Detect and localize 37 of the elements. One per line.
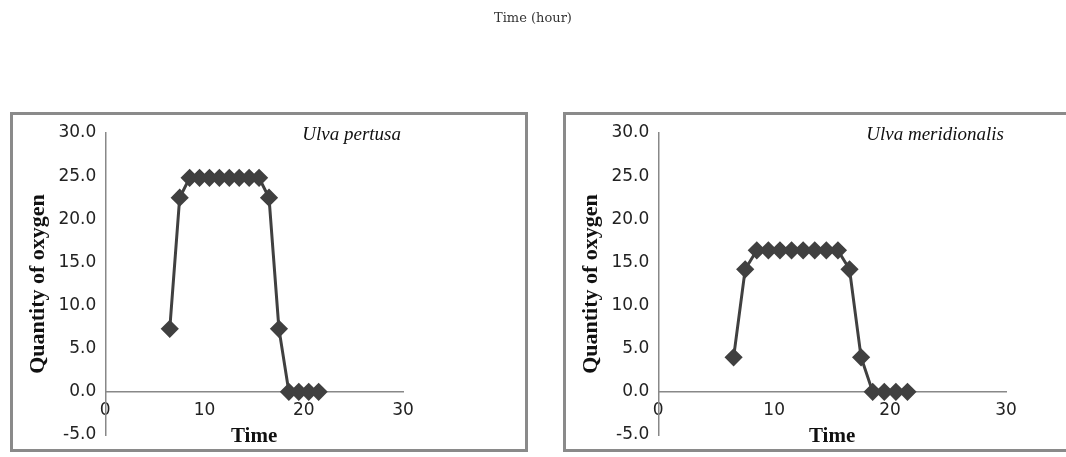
chart-title: Ulva meridionalis [866, 122, 1004, 144]
point [725, 348, 743, 366]
y-tick-label: 0.0 [69, 380, 97, 401]
point [852, 348, 870, 366]
y-tick-label: 5.0 [622, 337, 650, 358]
y-tick-label: 25.0 [611, 164, 650, 185]
x-tick-label: 10 [763, 399, 785, 420]
y-tick-label: 10.0 [58, 293, 97, 314]
y-tick-label: 5.0 [69, 337, 97, 358]
y-tick-label: 25.0 [58, 164, 97, 185]
y-tick-label: 0.0 [622, 380, 650, 401]
y-tick-label: 30.0 [611, 121, 650, 142]
chart-title: Ulva pertusa [302, 122, 401, 144]
y-tick-label: -5.0 [616, 423, 650, 444]
x-axis-title: Time [230, 423, 278, 448]
y-tick-label: -5.0 [63, 423, 97, 444]
point [260, 189, 278, 207]
x-tick-label: 30 [392, 399, 414, 420]
x-tick-label: 20 [292, 399, 315, 420]
point [270, 320, 288, 338]
point [171, 189, 189, 207]
text: Time (hour) [493, 10, 573, 25]
y-tick-label: 10.0 [611, 293, 650, 314]
y-tick-label: 30.0 [58, 121, 97, 142]
y-tick-label: 20.0 [58, 207, 97, 228]
x-axis-title: Time [808, 423, 856, 448]
x-tick-label: 20 [879, 399, 901, 420]
x-tick-label: 10 [193, 399, 216, 420]
y-tick-label: 15.0 [58, 250, 97, 271]
x-tick-label: 30 [995, 399, 1017, 420]
y-tick-label: 20.0 [611, 207, 650, 228]
point [161, 320, 179, 338]
y-axis-title: Quantity of oxygen [23, 194, 49, 374]
y-axis-title: Quantity of oxygen [576, 194, 602, 374]
point [736, 260, 754, 278]
y-tick-label: 15.0 [611, 250, 650, 271]
point [841, 260, 859, 278]
